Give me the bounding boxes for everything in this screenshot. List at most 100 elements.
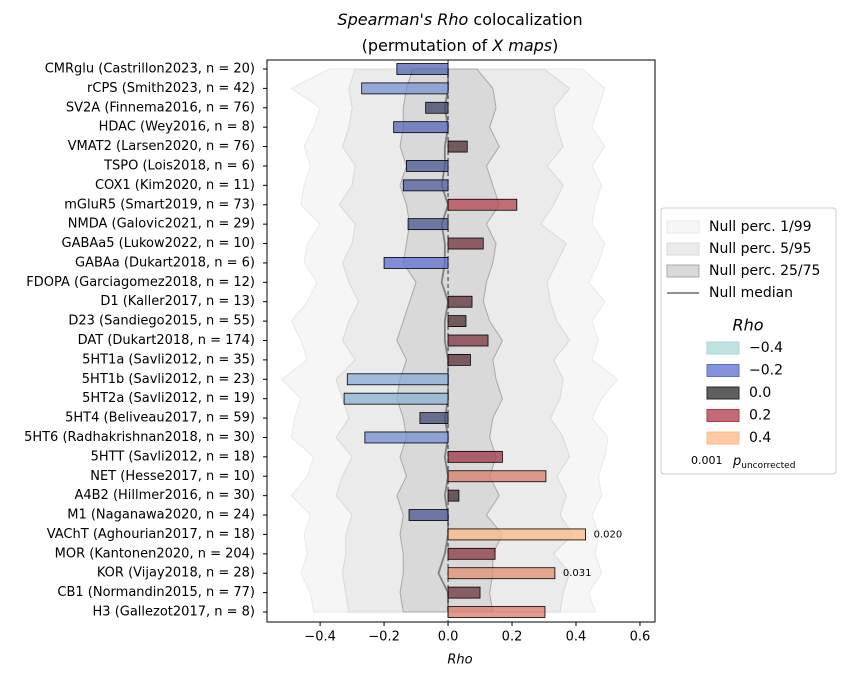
bar: [447, 489, 460, 502]
null-median: [437, 69, 449, 612]
title-part: ): [552, 36, 558, 55]
bar: [447, 237, 484, 250]
bar: [343, 392, 449, 405]
bar: [425, 101, 449, 114]
title-part: X maps: [491, 36, 552, 55]
y-tick-label: CMRglu (Castrillon2023, n = 20): [45, 62, 255, 77]
y-tick-label: CB1 (Normandin2015, n = 77): [57, 585, 255, 600]
y-tick-label: 5HT1a (Savli2012, n = 35): [82, 352, 255, 367]
y-tick-label: TSPO (Lois2018, n = 6): [103, 158, 255, 173]
bar: [447, 470, 547, 483]
bar: [393, 121, 449, 134]
title-part: colocalization: [468, 10, 582, 29]
bar: [447, 315, 467, 328]
bar: [447, 353, 471, 366]
legend-label: Null median: [709, 285, 793, 301]
y-tick-label: GABAa (Dukart2018, n = 6): [75, 255, 255, 270]
bar: [447, 295, 473, 308]
y-tick-label: KOR (Vijay2018, n = 28): [97, 566, 255, 581]
y-tick-label: D1 (Kaller2017, n = 13): [100, 294, 255, 309]
legend-title: Rho: [732, 316, 763, 335]
plot-frame: [266, 59, 656, 623]
y-tick-label: SV2A (Finnema2016, n = 76): [66, 100, 255, 115]
bar: [364, 431, 449, 444]
p-legend-example: 0.001: [691, 454, 723, 467]
bar: [447, 606, 546, 618]
chart-subtitle: (permutation of X maps): [362, 36, 559, 55]
y-tick-label: 5HT2a (Savli2012, n = 19): [82, 391, 255, 406]
y-tick-label: mGluR5 (Smart2019, n = 73): [64, 197, 255, 212]
bar: [447, 140, 468, 153]
legend-swatch: [666, 220, 700, 234]
bar: [346, 373, 449, 386]
bar: [447, 198, 518, 211]
y-tick-label: NET (Hesse2017, n = 10): [90, 469, 255, 484]
y-tick-label: A4B2 (Hillmer2016, n = 30): [74, 488, 255, 503]
legend-label: 0.4: [749, 430, 771, 446]
legend-label: Null perc. 25/75: [709, 263, 820, 279]
legend-label: Null perc. 1/99: [709, 219, 812, 235]
y-tick-label: VMAT2 (Larsen2020, n = 76): [68, 139, 255, 154]
legend-swatch: [706, 341, 740, 355]
p-legend-label: puncorrected: [732, 454, 795, 471]
x-tick-label: 0.4: [566, 630, 587, 645]
x-tick-label: 0.6: [630, 630, 651, 645]
x-tick-label: −0.4: [304, 630, 336, 645]
y-tick-label: MOR (Kantonen2020, n = 204): [55, 546, 255, 561]
p-subscript: uncorrected: [741, 461, 795, 471]
bar: [447, 567, 556, 580]
bar: [383, 257, 449, 269]
y-tick-label: VAChT (Aghourian2017, n = 18): [47, 527, 255, 542]
legend-swatch: [706, 431, 740, 445]
y-tick-label: FDOPA (Garciagomez2018, n = 12): [26, 275, 255, 290]
bar: [447, 547, 496, 560]
x-tick-label: 0.2: [502, 630, 523, 645]
title-part: Spearman's Rho: [337, 10, 468, 29]
bar: [361, 82, 449, 95]
y-tick-label: rCPS (Smith2023, n = 42): [87, 81, 255, 96]
bar: [396, 63, 449, 75]
x-tick-label: 0.0: [438, 630, 459, 645]
bar: [408, 509, 449, 521]
legend-swatch: [666, 242, 700, 256]
bar: [419, 412, 449, 424]
y-tick-label: HDAC (Wey2016, n = 8): [99, 120, 255, 135]
y-tick-label: 5HT1b (Savli2012, n = 23): [82, 372, 255, 387]
bar: [447, 334, 489, 347]
legend-box: [660, 207, 837, 475]
y-tick-label: 5HT6 (Radhakrishnan2018, n = 30): [24, 430, 255, 445]
y-tick-label: D23 (Sandiego2015, n = 55): [68, 314, 255, 329]
x-tick-label: −0.2: [368, 630, 400, 645]
p-symbol: p: [732, 454, 741, 469]
bar: [406, 160, 449, 172]
x-axis-label: Rho: [447, 653, 472, 668]
bar: [402, 179, 449, 192]
bar: [447, 528, 586, 541]
legend-swatch: [706, 409, 740, 422]
y-tick-label: M1 (Naganawa2020, n = 24): [67, 508, 255, 523]
bar: [407, 218, 449, 231]
chart-title: Spearman's Rho colocalization: [337, 10, 582, 29]
y-tick-label: H3 (Gallezot2017, n = 8): [93, 605, 255, 620]
legend-label: −0.4: [749, 340, 783, 356]
legend-swatch: [706, 364, 740, 377]
title-part: (permutation of: [362, 36, 493, 55]
y-tick-label: GABAa5 (Lukow2022, n = 10): [62, 236, 255, 251]
legend-label: Null perc. 5/95: [709, 241, 812, 257]
legend-label: 0.0: [749, 385, 771, 401]
bar: [447, 586, 481, 599]
y-tick-label: COX1 (Kim2020, n = 11): [95, 178, 255, 193]
legend-swatch: [666, 264, 700, 278]
y-tick-label: 5HT4 (Beliveau2017, n = 59): [65, 411, 255, 426]
legend-swatch: [706, 386, 740, 400]
p-value-label: 0.020: [594, 529, 623, 540]
y-tick-label: DAT (Dukart2018, n = 174): [78, 333, 255, 348]
legend-label: −0.2: [749, 363, 783, 379]
legend-label: 0.2: [749, 408, 771, 424]
p-value-label: 0.031: [563, 568, 592, 579]
y-tick-label: 5HTT (Savli2012, n = 18): [91, 449, 255, 464]
y-tick-label: NMDA (Galovic2021, n = 29): [68, 217, 255, 232]
bar: [447, 450, 503, 463]
